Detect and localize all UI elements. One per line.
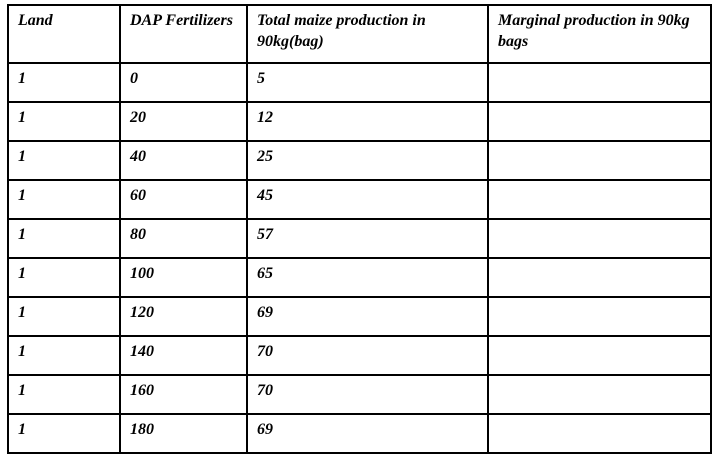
cell-dap: 20 [119, 101, 248, 142]
table-row: 1 180 69 [7, 413, 712, 454]
table-row: 1 120 69 [7, 296, 712, 337]
cell-marginal [487, 374, 712, 415]
cell-marginal [487, 101, 712, 142]
cell-total: 45 [246, 179, 489, 220]
cell-total: 70 [246, 335, 489, 376]
header-cell-dap-fertilizers: DAP Fertilizers [119, 4, 248, 64]
cell-total: 65 [246, 257, 489, 298]
cell-marginal [487, 218, 712, 259]
cell-marginal [487, 62, 712, 103]
cell-total: 12 [246, 101, 489, 142]
cell-marginal [487, 296, 712, 337]
cell-dap: 40 [119, 140, 248, 181]
cell-marginal [487, 257, 712, 298]
cell-land: 1 [7, 179, 121, 220]
cell-dap: 120 [119, 296, 248, 337]
cell-total: 69 [246, 413, 489, 454]
cell-land: 1 [7, 101, 121, 142]
cell-land: 1 [7, 374, 121, 415]
cell-land: 1 [7, 218, 121, 259]
cell-dap: 180 [119, 413, 248, 454]
cell-total: 69 [246, 296, 489, 337]
cell-dap: 80 [119, 218, 248, 259]
cell-land: 1 [7, 413, 121, 454]
header-cell-land: Land [7, 4, 121, 64]
cell-total: 25 [246, 140, 489, 181]
table-row: 1 160 70 [7, 374, 712, 415]
cell-marginal [487, 413, 712, 454]
table-row: 1 80 57 [7, 218, 712, 259]
table-row: 1 140 70 [7, 335, 712, 376]
header-cell-marginal-production: Marginal production in 90kg bags [487, 4, 712, 64]
table-row: 1 60 45 [7, 179, 712, 220]
cell-total: 70 [246, 374, 489, 415]
cell-dap: 140 [119, 335, 248, 376]
cell-total: 57 [246, 218, 489, 259]
table-row: 1 40 25 [7, 140, 712, 181]
cell-marginal [487, 179, 712, 220]
cell-dap: 60 [119, 179, 248, 220]
cell-land: 1 [7, 257, 121, 298]
header-cell-total-production: Total maize production in 90kg(bag) [246, 4, 489, 64]
cell-dap: 100 [119, 257, 248, 298]
cell-marginal [487, 335, 712, 376]
cell-land: 1 [7, 296, 121, 337]
cell-total: 5 [246, 62, 489, 103]
cell-dap: 0 [119, 62, 248, 103]
maize-production-table: Land DAP Fertilizers Total maize product… [7, 4, 712, 454]
table-header-row: Land DAP Fertilizers Total maize product… [7, 4, 712, 64]
table-row: 1 0 5 [7, 62, 712, 103]
cell-marginal [487, 140, 712, 181]
table-row: 1 100 65 [7, 257, 712, 298]
cell-land: 1 [7, 140, 121, 181]
table-row: 1 20 12 [7, 101, 712, 142]
cell-land: 1 [7, 335, 121, 376]
cell-land: 1 [7, 62, 121, 103]
cell-dap: 160 [119, 374, 248, 415]
